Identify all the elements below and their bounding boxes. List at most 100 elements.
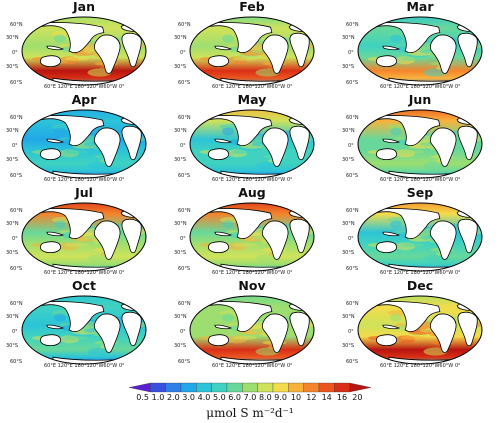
lat-label: 0°: [348, 236, 354, 242]
month-title: Feb: [239, 0, 265, 14]
landmass: [383, 139, 399, 143]
value-patch: [54, 34, 67, 43]
lat-label: 60°N: [346, 301, 359, 307]
landmass: [190, 115, 272, 145]
landmass: [190, 208, 272, 238]
lat-label: 0°: [180, 329, 186, 335]
lat-label: 30°S: [6, 64, 19, 70]
value-patch: [400, 149, 425, 154]
continents: [190, 208, 312, 271]
map-panel-may: May 60°N 30°N 0° 30°S 60°S 60°E 120°E 180°120°…: [170, 93, 334, 185]
globe-outline: [21, 295, 147, 365]
landmass: [47, 46, 63, 50]
map-panel-aug: Aug 60°N 30°N 0° 30°S 60°S 60°E 120°E 180°120°…: [170, 186, 334, 278]
value-patch: [390, 220, 403, 229]
colorbar-tick-label: 4.0: [197, 393, 211, 402]
value-patch: [400, 242, 425, 247]
lat-label: 60°N: [178, 208, 191, 214]
lon-labels: 60°E 120°E 180°120°W60°W 0°: [380, 84, 461, 90]
lat-label: 60°S: [178, 359, 191, 365]
lat-label: 60°N: [10, 208, 23, 214]
month-title: Dec: [406, 278, 434, 293]
colorbar-tick-label: 9.0: [274, 393, 288, 402]
colorbar-segment: [150, 382, 166, 393]
map-panel-apr: Apr 60°N 30°N 0° 30°S 60°S 60°E 120°E 180°120°…: [2, 93, 166, 185]
landmass: [458, 126, 477, 160]
colorbar-tick-label: 1.0: [151, 393, 165, 402]
landmass: [208, 335, 228, 346]
landmass: [290, 126, 309, 160]
landmass: [47, 139, 63, 143]
ocean-map: [189, 295, 315, 365]
value-patch: [232, 149, 257, 154]
lat-label: 60°S: [346, 266, 359, 272]
lat-label: 30°N: [6, 314, 19, 320]
continents: [358, 115, 480, 178]
landmass: [208, 242, 228, 253]
landmass: [458, 33, 477, 67]
landmass: [122, 126, 141, 160]
landmass: [376, 149, 396, 160]
lat-label: 30°S: [6, 343, 19, 349]
lat-label: 30°N: [6, 128, 19, 134]
colorbar-tick-label: 20: [352, 393, 363, 402]
lat-label: 0°: [180, 236, 186, 242]
lat-label: 60°S: [178, 80, 191, 86]
lat-label: 60°S: [10, 173, 23, 179]
landmass: [262, 128, 288, 167]
continents: [358, 22, 480, 85]
colorbar-tick-label: 0.5: [136, 393, 150, 402]
map-panel-jul: Jul 60°N 30°N 0° 30°S 60°S 60°E 120°E 180°120°…: [2, 186, 166, 278]
value-patch: [54, 313, 67, 322]
month-title: Mar: [406, 0, 434, 14]
month-title: Sep: [406, 185, 434, 200]
lon-labels: 60°E 120°E 180°120°W60°W 0°: [44, 84, 125, 90]
value-patch: [64, 56, 89, 61]
value-patch: [64, 149, 89, 154]
lat-label: 30°N: [6, 221, 19, 227]
globe-outline: [357, 16, 483, 86]
landmass: [358, 115, 440, 145]
landmass: [208, 149, 228, 160]
ocean-map: [357, 109, 483, 179]
landmass: [358, 22, 440, 52]
lat-label: 0°: [348, 50, 354, 56]
landmass: [430, 35, 456, 74]
landmass: [215, 46, 231, 50]
landmass: [122, 219, 141, 253]
globe-outline: [189, 16, 315, 86]
map-panel-jan: Jan 60°N 30°N 0° 30°S 60°S 60°E 120°E 180°120°…: [2, 0, 166, 92]
month-title: Oct: [71, 278, 96, 293]
colorbar-tick-label: 2.0: [166, 393, 180, 402]
value-patch: [54, 127, 67, 136]
landmass: [290, 312, 309, 346]
landmass: [22, 22, 104, 52]
lat-label: 30°N: [174, 128, 187, 134]
colorbar-segment: [180, 382, 197, 393]
map-panel-dec: Dec 60°N 30°N 0° 30°S 60°S 60°E 120°E 180°120°…: [338, 279, 500, 371]
ocean-map: [357, 202, 483, 272]
landmass: [430, 314, 456, 353]
value-patch: [390, 34, 403, 43]
value-patch: [64, 242, 89, 247]
colorbar-tick-label: 10: [290, 393, 302, 402]
colorbar-segment: [334, 382, 350, 393]
landmass: [262, 221, 288, 260]
colorbar-segment: [257, 382, 274, 393]
value-patch: [390, 127, 403, 136]
lon-labels: 60°E 120°E 180°120°W60°W 0°: [212, 270, 293, 276]
landmass: [40, 242, 60, 253]
landmass: [376, 56, 396, 67]
lon-labels: 60°E 120°E 180°120°W60°W 0°: [380, 363, 461, 369]
value-patch: [400, 56, 425, 61]
value-patch: [222, 220, 235, 229]
lon-labels: 60°E 120°E 180°120°W60°W 0°: [380, 270, 461, 276]
colorbar-segment: [226, 382, 243, 393]
month-title: Jan: [73, 0, 95, 14]
lat-label: 0°: [12, 329, 18, 335]
value-patch: [232, 56, 257, 61]
lat-label: 0°: [180, 50, 186, 56]
colorbar-tick-label: 6.0: [228, 393, 242, 402]
landmass: [94, 35, 120, 74]
value-patch: [232, 335, 257, 340]
